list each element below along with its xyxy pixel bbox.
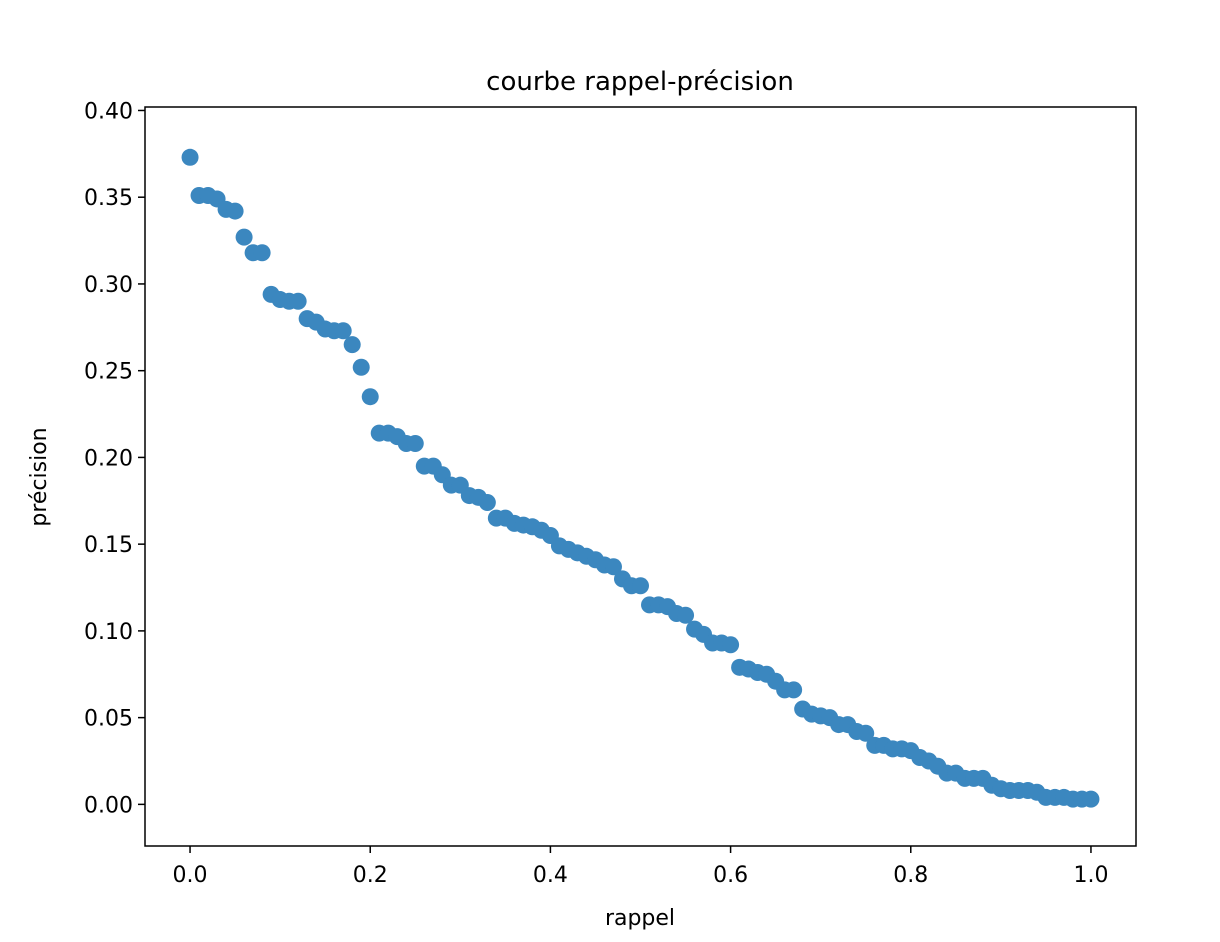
y-tick-label: 0.15	[84, 533, 133, 558]
data-point	[722, 636, 740, 654]
x-axis-label: rappel	[605, 906, 675, 931]
data-point	[677, 606, 695, 624]
plot-area-frame	[144, 106, 1137, 847]
x-tick-label: 0.0	[173, 863, 208, 888]
y-tick-label: 0.20	[84, 446, 133, 471]
y-tick-label: 0.25	[84, 360, 133, 385]
data-point	[253, 244, 271, 262]
y-tick-label: 0.40	[84, 99, 133, 124]
data-point	[785, 681, 803, 699]
data-point	[343, 336, 361, 354]
x-tick-label: 0.4	[533, 863, 568, 888]
data-point	[181, 148, 199, 166]
data-point	[1082, 790, 1100, 808]
data-point	[289, 292, 307, 310]
data-point	[857, 724, 875, 742]
data-points	[181, 148, 1100, 808]
x-tick-label: 1.0	[1073, 863, 1108, 888]
data-point	[604, 558, 622, 576]
y-tick-label: 0.00	[84, 793, 133, 818]
y-tick-label: 0.35	[84, 186, 133, 211]
data-point	[352, 358, 370, 376]
data-point	[478, 494, 496, 512]
y-tick-label: 0.10	[84, 620, 133, 645]
data-point	[334, 322, 352, 340]
data-point	[226, 202, 244, 220]
data-point	[406, 435, 424, 453]
x-tick-label: 0.2	[353, 863, 388, 888]
x-tick-label: 0.8	[893, 863, 928, 888]
axis-ticks: 0.0 0.2 0.4 0.6 0.8 1.0 0.00 0.05 0.10 0.15 0.20 0.…	[84, 99, 1108, 888]
data-point	[632, 577, 649, 595]
chart-title: courbe rappel-précision	[486, 67, 794, 97]
y-tick-label: 0.30	[84, 273, 133, 298]
x-tick-label: 0.6	[713, 863, 748, 888]
y-tick-label: 0.05	[84, 707, 133, 732]
data-point	[361, 388, 379, 406]
y-axis-label: précision	[27, 427, 52, 526]
data-point	[235, 228, 253, 246]
